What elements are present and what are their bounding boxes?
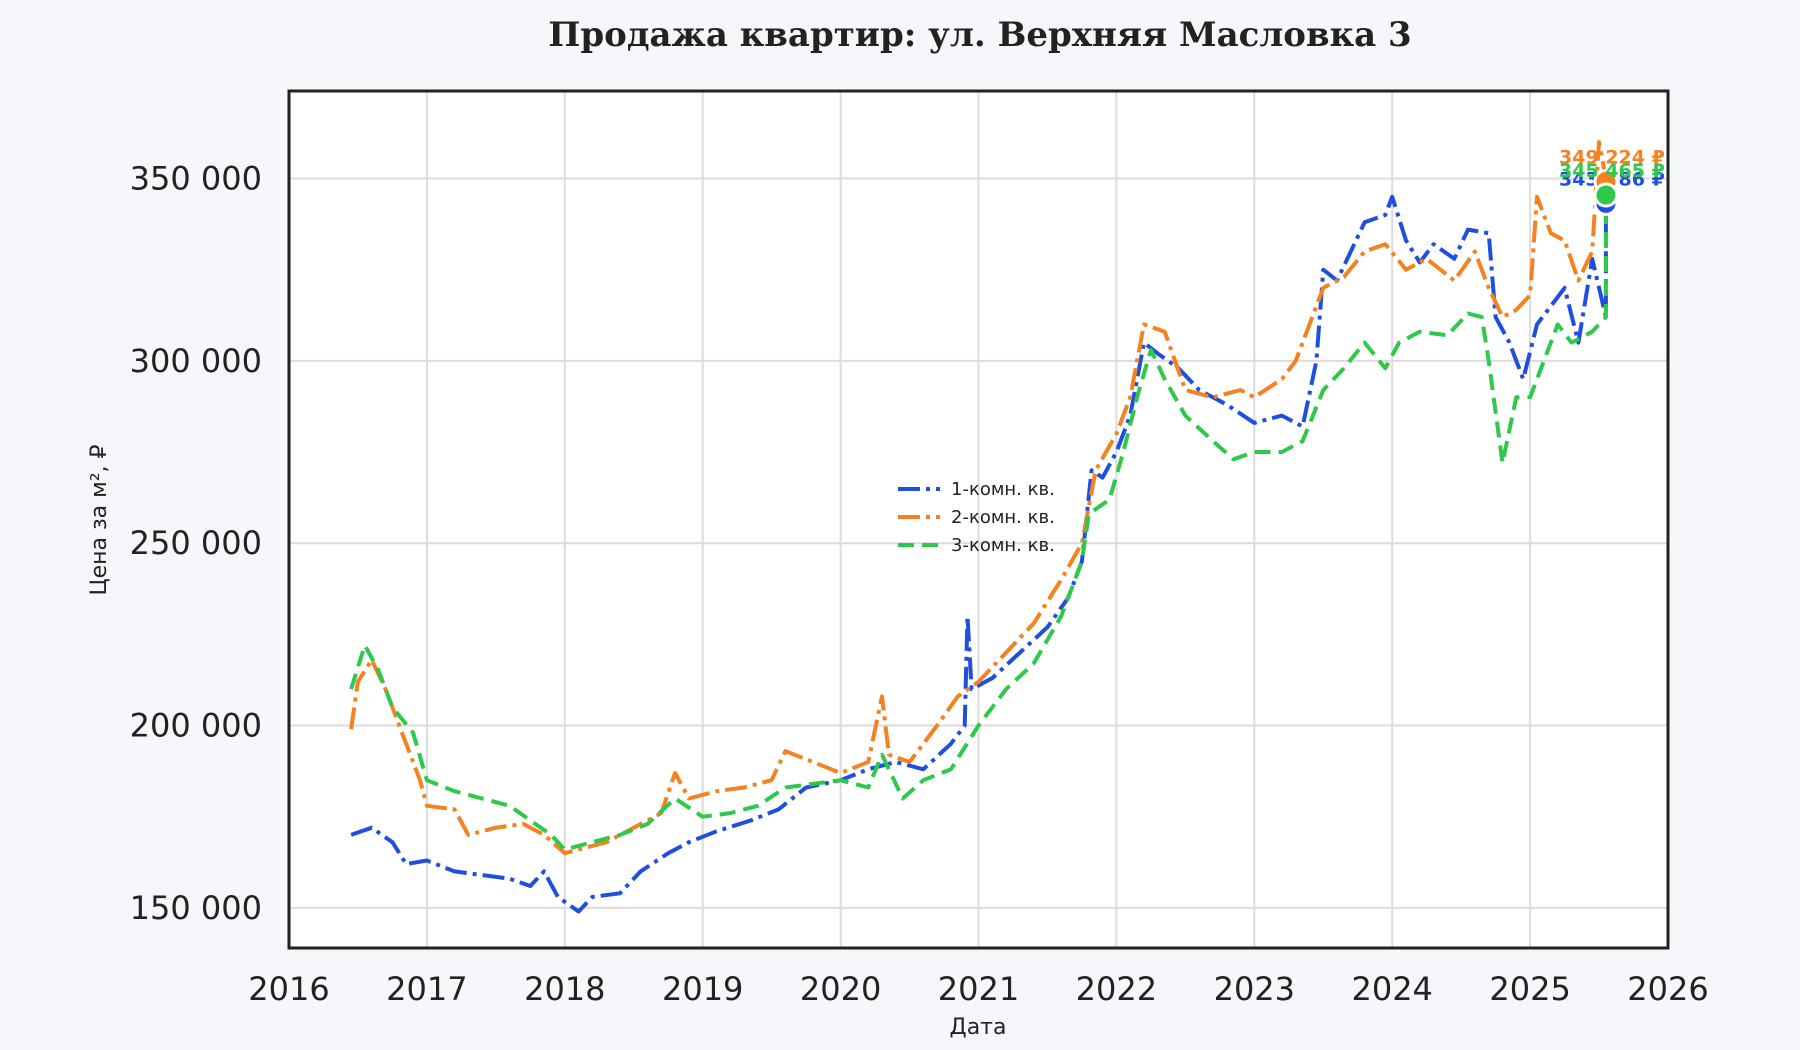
series-line — [349, 195, 1608, 852]
endpoint-label: 349 224 ₽ — [1559, 146, 1665, 168]
x-tick-label: 2024 — [1351, 970, 1432, 1008]
x-tick-label: 2023 — [1214, 970, 1295, 1008]
x-tick-label: 2016 — [248, 970, 329, 1008]
legend: 1-комн. кв. 2-комн. кв. 3-комн. кв. — [898, 479, 1055, 556]
series-line — [350, 194, 1608, 914]
endpoint-markers: 343 186 ₽349 224 ₽345 465 ₽ — [1559, 146, 1665, 216]
series-layer — [349, 140, 1608, 914]
x-axis-label: Дата — [950, 1015, 1007, 1040]
plot-frame — [287, 89, 1670, 950]
y-tick-label: 300 000 — [130, 342, 262, 380]
y-axis: 150 000 200 000 250 000 300 000 350 000 — [130, 160, 262, 927]
x-tick-label: 2019 — [662, 970, 743, 1008]
legend-label: 3-комн. кв. — [951, 535, 1055, 556]
y-axis-label: Цена за м², ₽ — [87, 444, 112, 595]
x-tick-label: 2022 — [1076, 970, 1157, 1008]
endpoint-marker — [1593, 182, 1619, 208]
x-tick-label: 2021 — [938, 970, 1019, 1008]
series-line — [349, 140, 1608, 856]
x-tick-label: 2020 — [800, 970, 881, 1008]
chart-title: Продажа квартир: ул. Верхняя Масловка 3 — [548, 15, 1411, 55]
x-tick-label: 2025 — [1489, 970, 1570, 1008]
y-tick-label: 200 000 — [130, 707, 262, 745]
y-tick-label: 150 000 — [130, 889, 262, 927]
y-tick-label: 250 000 — [130, 524, 262, 562]
x-axis: 2016 2017 2018 2019 2020 2021 2022 2023 2024 2025… — [248, 970, 1708, 1008]
legend-label: 2-комн. кв. — [951, 507, 1055, 528]
endpoint-label: 345 465 ₽ — [1559, 160, 1665, 182]
x-tick-label: 2017 — [386, 970, 467, 1008]
y-tick-label: 350 000 — [130, 160, 262, 198]
legend-label: 1-комн. кв. — [951, 479, 1055, 500]
x-tick-label: 2026 — [1627, 970, 1708, 1008]
x-tick-label: 2018 — [524, 970, 605, 1008]
